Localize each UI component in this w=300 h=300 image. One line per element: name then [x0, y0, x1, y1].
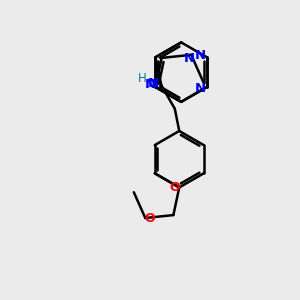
Text: N: N — [148, 77, 159, 90]
Text: N: N — [183, 52, 194, 65]
Text: N: N — [195, 82, 206, 95]
Text: O: O — [169, 181, 180, 194]
Text: O: O — [144, 212, 155, 224]
Text: N: N — [145, 77, 156, 91]
Text: N: N — [195, 49, 206, 62]
Text: H: H — [138, 73, 146, 85]
